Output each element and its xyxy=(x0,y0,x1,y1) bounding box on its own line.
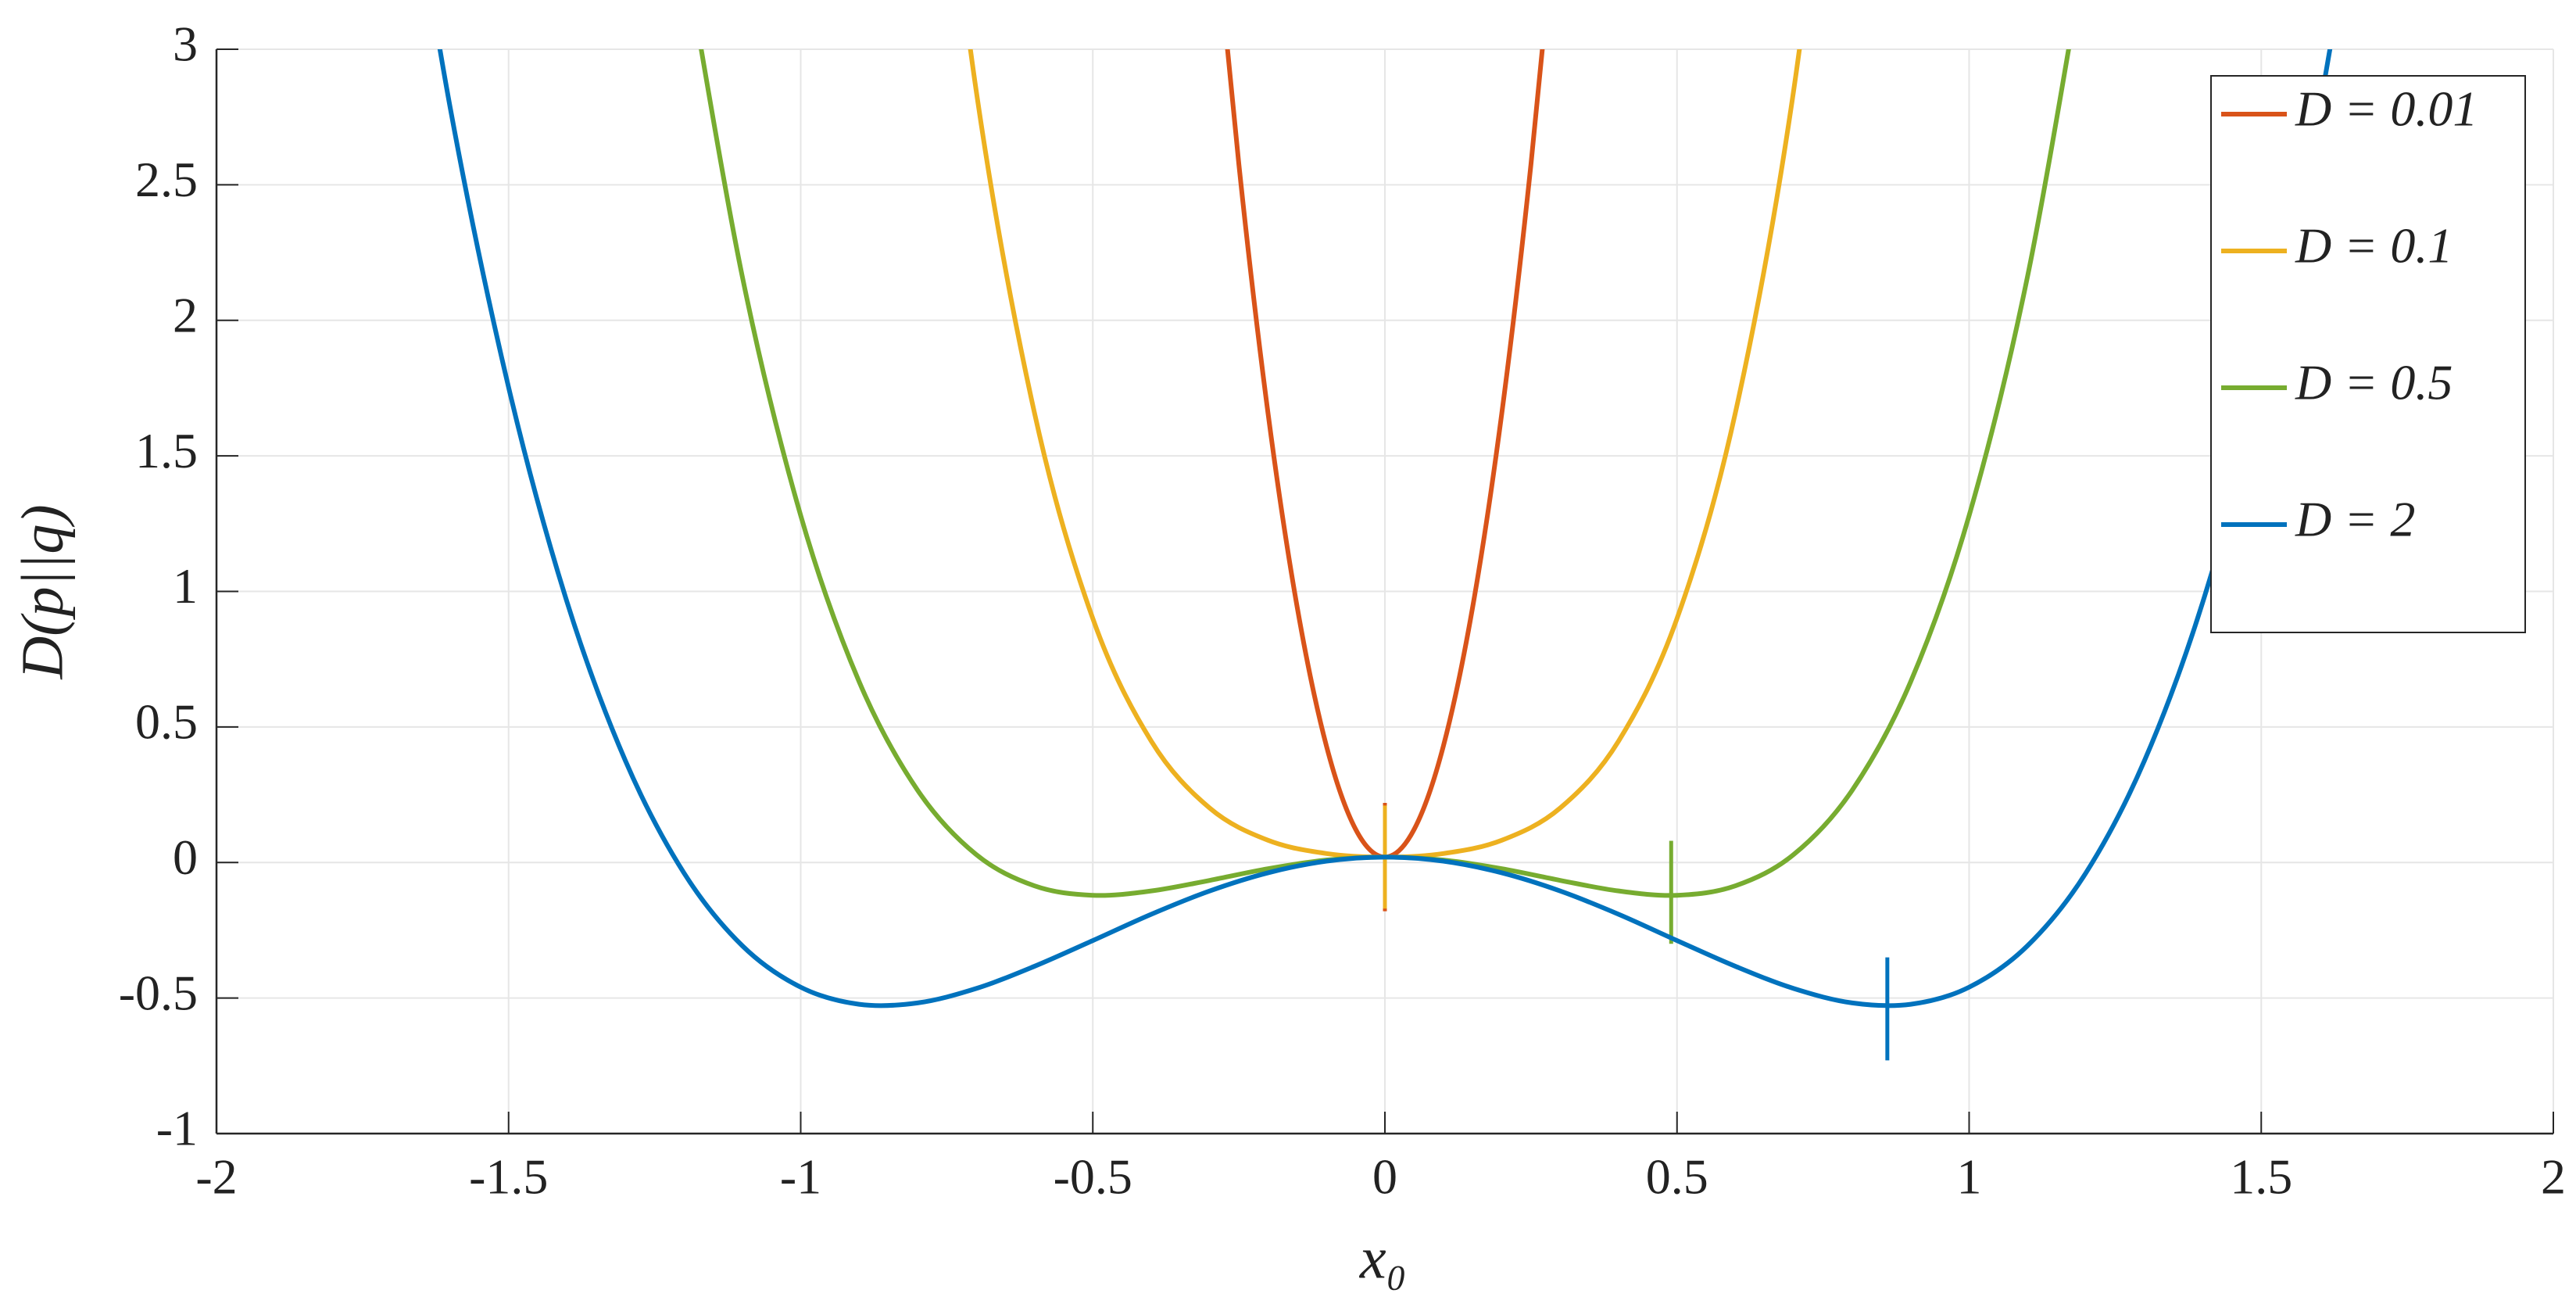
y-tick-label: -1 xyxy=(156,1101,198,1156)
y-tick-label: 1 xyxy=(173,558,198,614)
legend-box xyxy=(2210,75,2526,633)
y-axis-label: D(p||q) xyxy=(9,504,75,679)
x-tick-label: 1.5 xyxy=(2230,1149,2292,1205)
x-tick-label: 2 xyxy=(2541,1149,2566,1205)
axes: -2 -1.5 -1 -0.5 0 0.5 1 1.5 2 -1 -0.5 0 0.5 1 1.5 2 2.5 3 xyxy=(119,16,2566,1205)
y-tick-label: 2 xyxy=(173,287,198,342)
legend-label: D = 0.01 xyxy=(2295,81,2478,137)
y-tick-label: 3 xyxy=(173,16,198,72)
y-tick-label: -0.5 xyxy=(119,965,198,1020)
x-tick-label: 1 xyxy=(1957,1149,1982,1205)
x-tick-label: -1 xyxy=(780,1149,821,1205)
x-tick-label: 0.5 xyxy=(1646,1149,1708,1205)
legend-label: D = 0.5 xyxy=(2295,355,2453,410)
plot-area xyxy=(437,49,2333,1061)
x-axis-label: x₀ xyxy=(1359,1225,1407,1291)
legend-label: D = 0.1 xyxy=(2295,218,2453,274)
grid xyxy=(216,48,2554,1134)
y-tick-label: 0 xyxy=(173,829,198,885)
y-tick-label: 0.5 xyxy=(135,694,198,750)
legend-label: D = 2 xyxy=(2295,492,2415,547)
y-tick-label: 1.5 xyxy=(135,423,198,478)
x-tick-label: -0.5 xyxy=(1054,1149,1132,1205)
x-tick-label: 0 xyxy=(1372,1149,1397,1205)
x-tick-label: -1.5 xyxy=(469,1149,548,1205)
legend: D = 0.01 D = 0.1 D = 0.5 D = 2 xyxy=(2210,75,2526,633)
series-line xyxy=(437,49,2333,1008)
x-tick-label: -2 xyxy=(195,1149,237,1205)
y-tick-label: 2.5 xyxy=(135,152,198,207)
